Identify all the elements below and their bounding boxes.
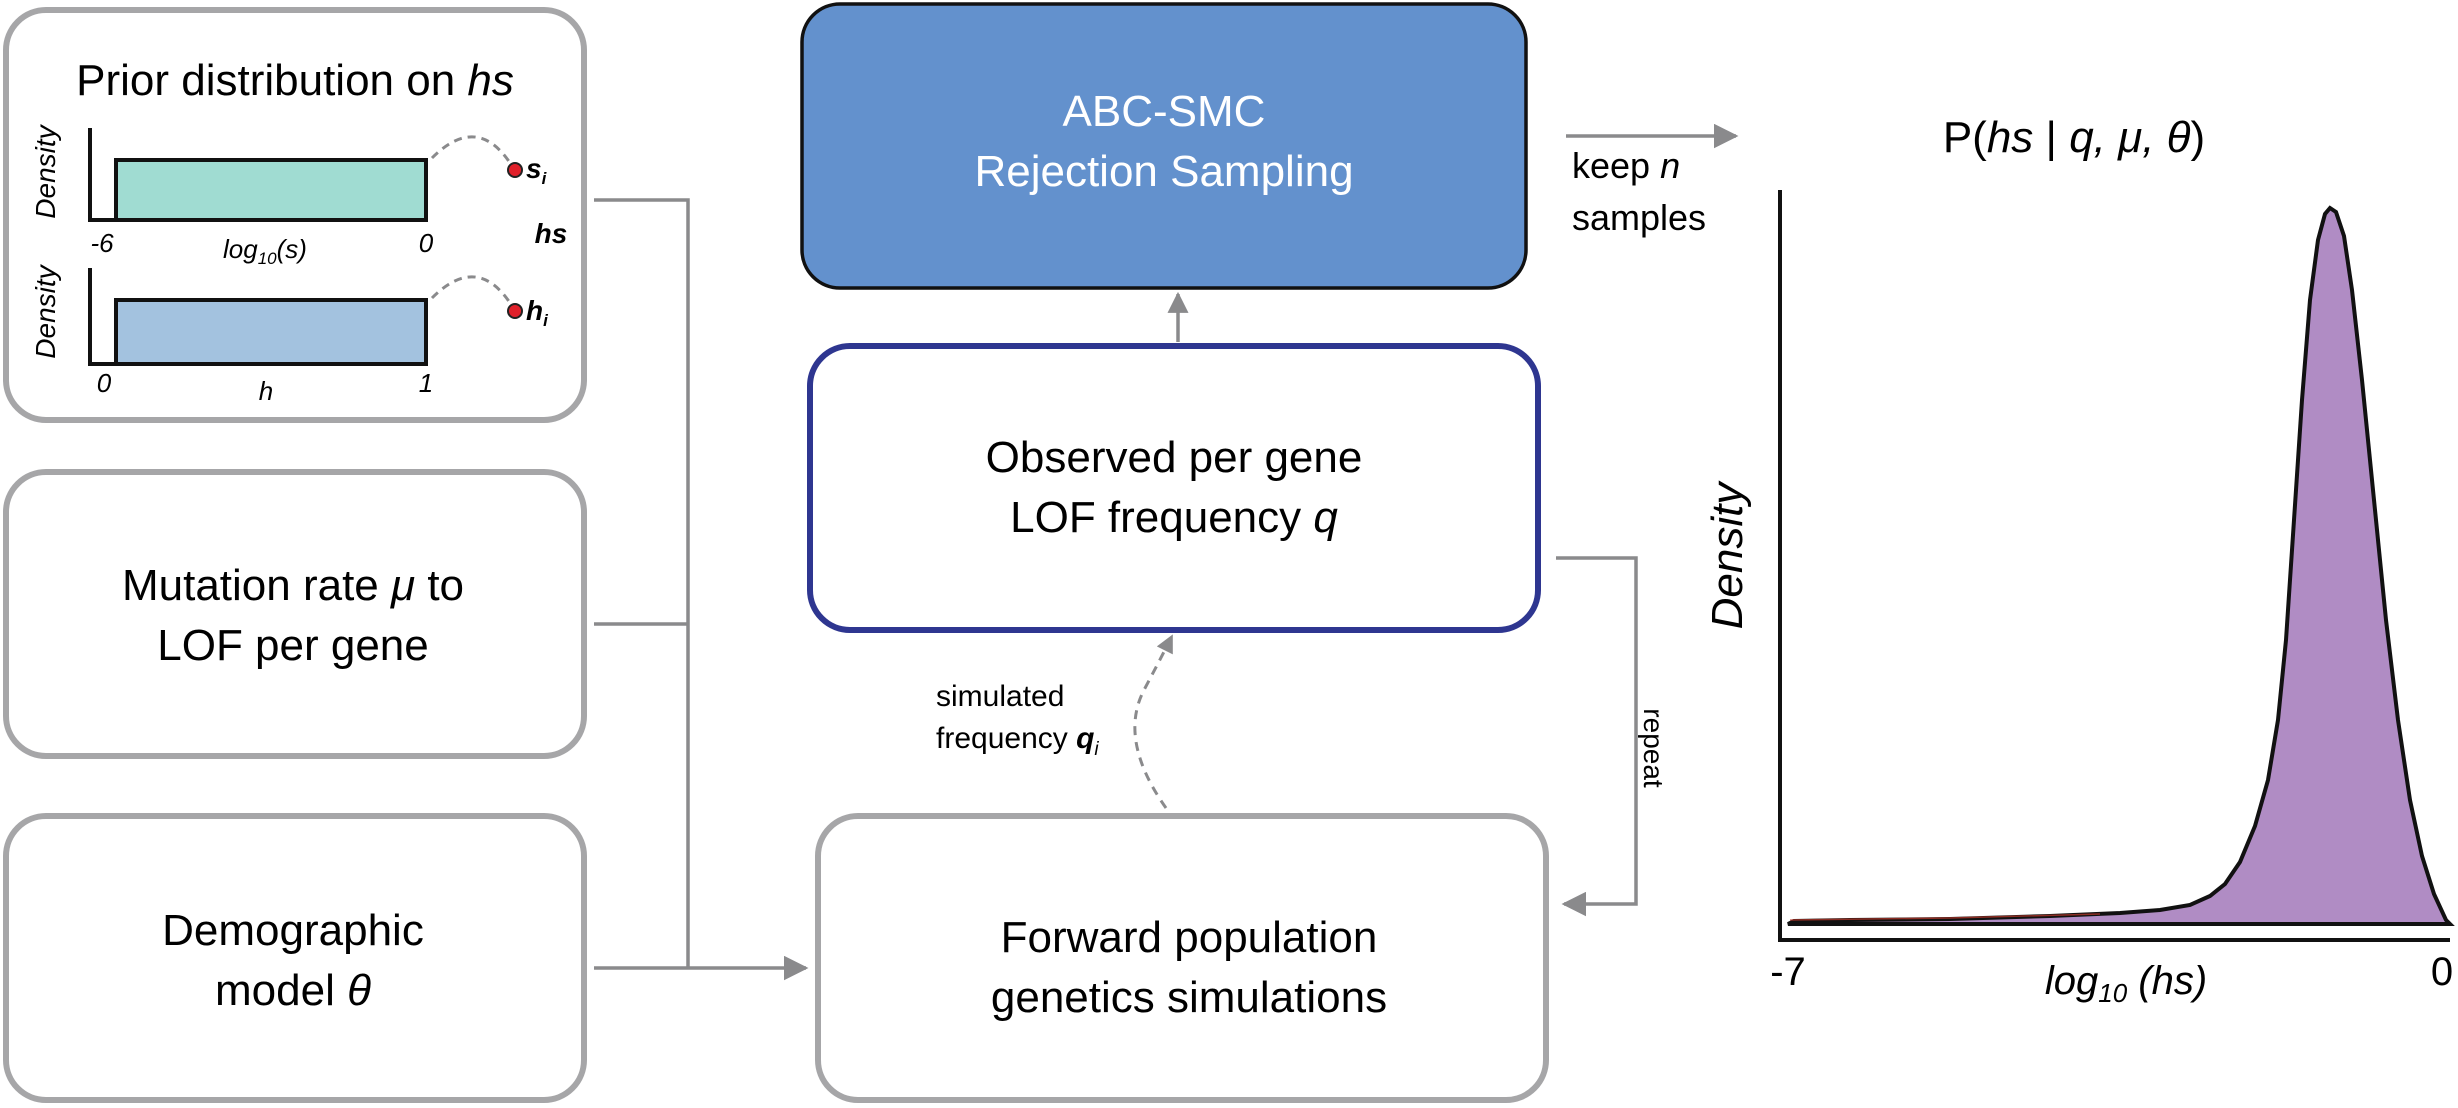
demographic-line1: Demographic xyxy=(162,906,424,955)
simulated-line1: simulated xyxy=(936,680,1064,713)
prior-s-xmax: 0 xyxy=(419,228,434,258)
inputs-connector xyxy=(594,198,809,981)
prior-s-sample: si xyxy=(526,153,548,188)
simulated-line2: frequency qi xyxy=(936,722,1099,760)
demographic-model-box: Demographic model θ xyxy=(3,813,587,1103)
posterior-axes xyxy=(1778,190,2450,942)
prior-s-xlabel: log10(s) xyxy=(223,234,307,268)
repeat-loop-arrow xyxy=(1556,556,1638,917)
mutation-rate-box: Mutation rate μ to LOF per gene xyxy=(3,469,587,759)
prior-hs-label: hs xyxy=(535,218,568,249)
forward-line2: genetics simulations xyxy=(991,973,1387,1022)
prior-s-xmin: -6 xyxy=(90,228,114,258)
observed-frequency-box: Observed per gene LOF frequency q xyxy=(807,343,1541,633)
mutation-line2: LOF per gene xyxy=(157,621,429,670)
posterior-title: P(hs | q, μ, θ) xyxy=(1943,113,2205,162)
observed-line2: LOF frequency q xyxy=(1010,493,1338,542)
prior-s-bar xyxy=(114,158,428,222)
prior-h-xmin: 0 xyxy=(97,368,112,398)
posterior-density-area xyxy=(1787,205,2455,926)
prior-distribution-box: Prior distribution on hs Density -6 0 lo… xyxy=(3,7,587,423)
forward-line1: Forward population xyxy=(1001,913,1378,962)
sample-dot-icon xyxy=(507,303,523,319)
forward-simulations-box: Forward population genetics simulations xyxy=(815,813,1549,1103)
prior-h-panel: Density 0 1 h hi xyxy=(30,263,549,406)
prior-s-ylabel: Density xyxy=(30,123,61,218)
posterior-xmin: -7 xyxy=(1770,950,1806,994)
prior-h-xlabel: h xyxy=(259,376,273,406)
posterior-ylabel: Density xyxy=(1703,480,1752,630)
repeat-label: repeat xyxy=(1638,708,1669,788)
prior-h-xmax: 1 xyxy=(419,368,433,398)
prior-s-panel: Density -6 0 log10(s) si xyxy=(30,123,548,268)
keep-line1: keep n xyxy=(1572,145,1680,186)
prior-title: Prior distribution on hs xyxy=(76,56,514,105)
prior-h-sample: hi xyxy=(526,295,549,330)
keep-line2: samples xyxy=(1572,197,1706,238)
demographic-line2: model θ xyxy=(215,966,371,1015)
simulated-arrow xyxy=(1133,634,1174,809)
abc-line2: Rejection Sampling xyxy=(974,147,1353,196)
posterior-xlabel: log10 (hs) xyxy=(2045,959,2207,1008)
prior-h-axes xyxy=(88,268,426,366)
prior-h-ylabel: Density xyxy=(30,263,61,358)
posterior-xmax: 0 xyxy=(2431,950,2453,994)
posterior-plot: P(hs | q, μ, θ) Density -7 0 log10 (hs) xyxy=(1703,113,2455,1008)
sample-dot-icon xyxy=(507,162,523,178)
observed-line1: Observed per gene xyxy=(986,433,1363,482)
abc-smc-box: ABC-SMC Rejection Sampling xyxy=(800,2,1528,290)
prior-h-bar xyxy=(114,298,428,366)
abc-line1: ABC-SMC xyxy=(1063,87,1266,136)
prior-s-axes xyxy=(88,128,426,222)
mutation-line1: Mutation rate μ to xyxy=(122,561,464,610)
